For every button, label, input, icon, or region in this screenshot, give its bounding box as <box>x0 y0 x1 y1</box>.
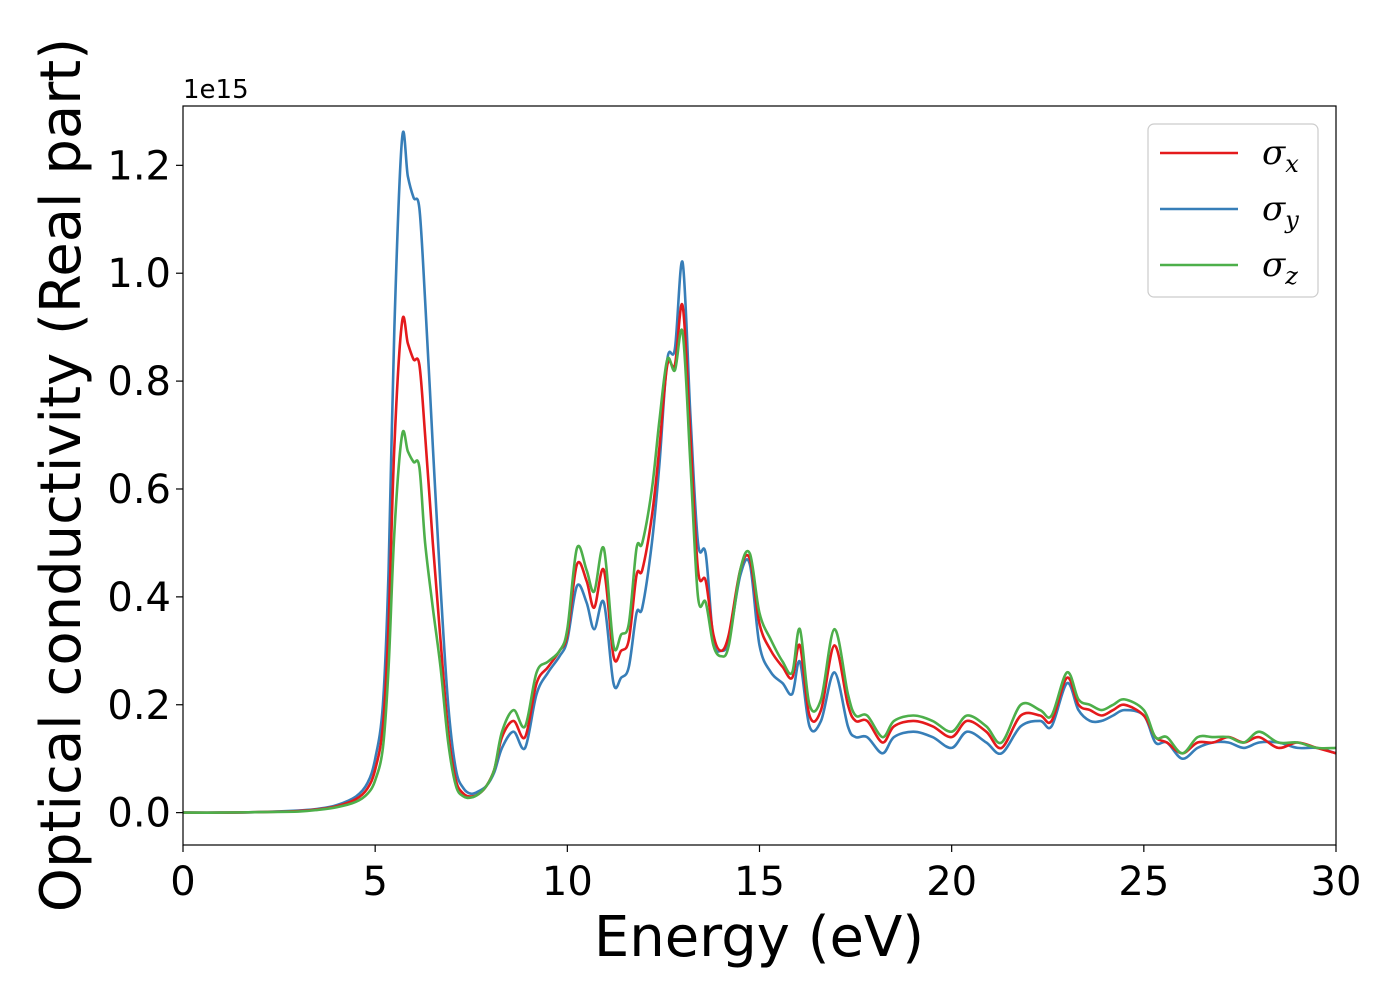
y-axis-title: Optical conductivity (Real part) <box>29 38 94 912</box>
legend-subscript: x <box>1285 150 1299 178</box>
x-axis-ticks: 0 5 10 15 20 25 30 <box>170 845 1361 905</box>
y-tick-label: 1.2 <box>107 143 171 189</box>
series-line-x <box>183 302 1336 814</box>
series-line-y <box>183 130 1336 814</box>
x-tick-label: 5 <box>362 859 387 905</box>
legend-subscript: y <box>1284 206 1299 234</box>
legend-symbol: σ <box>1262 245 1286 285</box>
y-tick-label: 0.8 <box>107 359 171 405</box>
x-tick-label: 0 <box>170 859 195 905</box>
legend-label-y: σy <box>1262 189 1299 234</box>
legend-symbol: σ <box>1262 189 1286 229</box>
y-tick-label: 1.0 <box>107 251 171 297</box>
x-tick-label: 15 <box>734 859 785 905</box>
legend-label-z: σz <box>1262 245 1298 290</box>
legend-subscript: z <box>1284 262 1298 290</box>
x-tick-label: 25 <box>1118 859 1169 905</box>
x-tick-label: 10 <box>542 859 593 905</box>
series-group <box>183 130 1336 814</box>
x-axis-title: Energy (eV) <box>594 905 924 970</box>
legend-label-x: σx <box>1262 133 1299 178</box>
legend-symbol: σ <box>1262 133 1286 173</box>
y-offset-label: 1e15 <box>183 75 249 105</box>
x-tick-label: 20 <box>926 859 977 905</box>
x-tick-label: 30 <box>1311 859 1362 905</box>
legend-box <box>1147 123 1319 298</box>
y-tick-label: 0.4 <box>107 575 171 621</box>
y-tick-label: 0.2 <box>107 683 171 729</box>
y-tick-label: 0.0 <box>107 791 171 837</box>
series-line-z <box>183 328 1336 814</box>
y-axis-ticks: 0.0 0.2 0.4 0.6 0.8 1.0 1.2 <box>107 143 183 837</box>
y-tick-label: 0.6 <box>107 467 171 513</box>
